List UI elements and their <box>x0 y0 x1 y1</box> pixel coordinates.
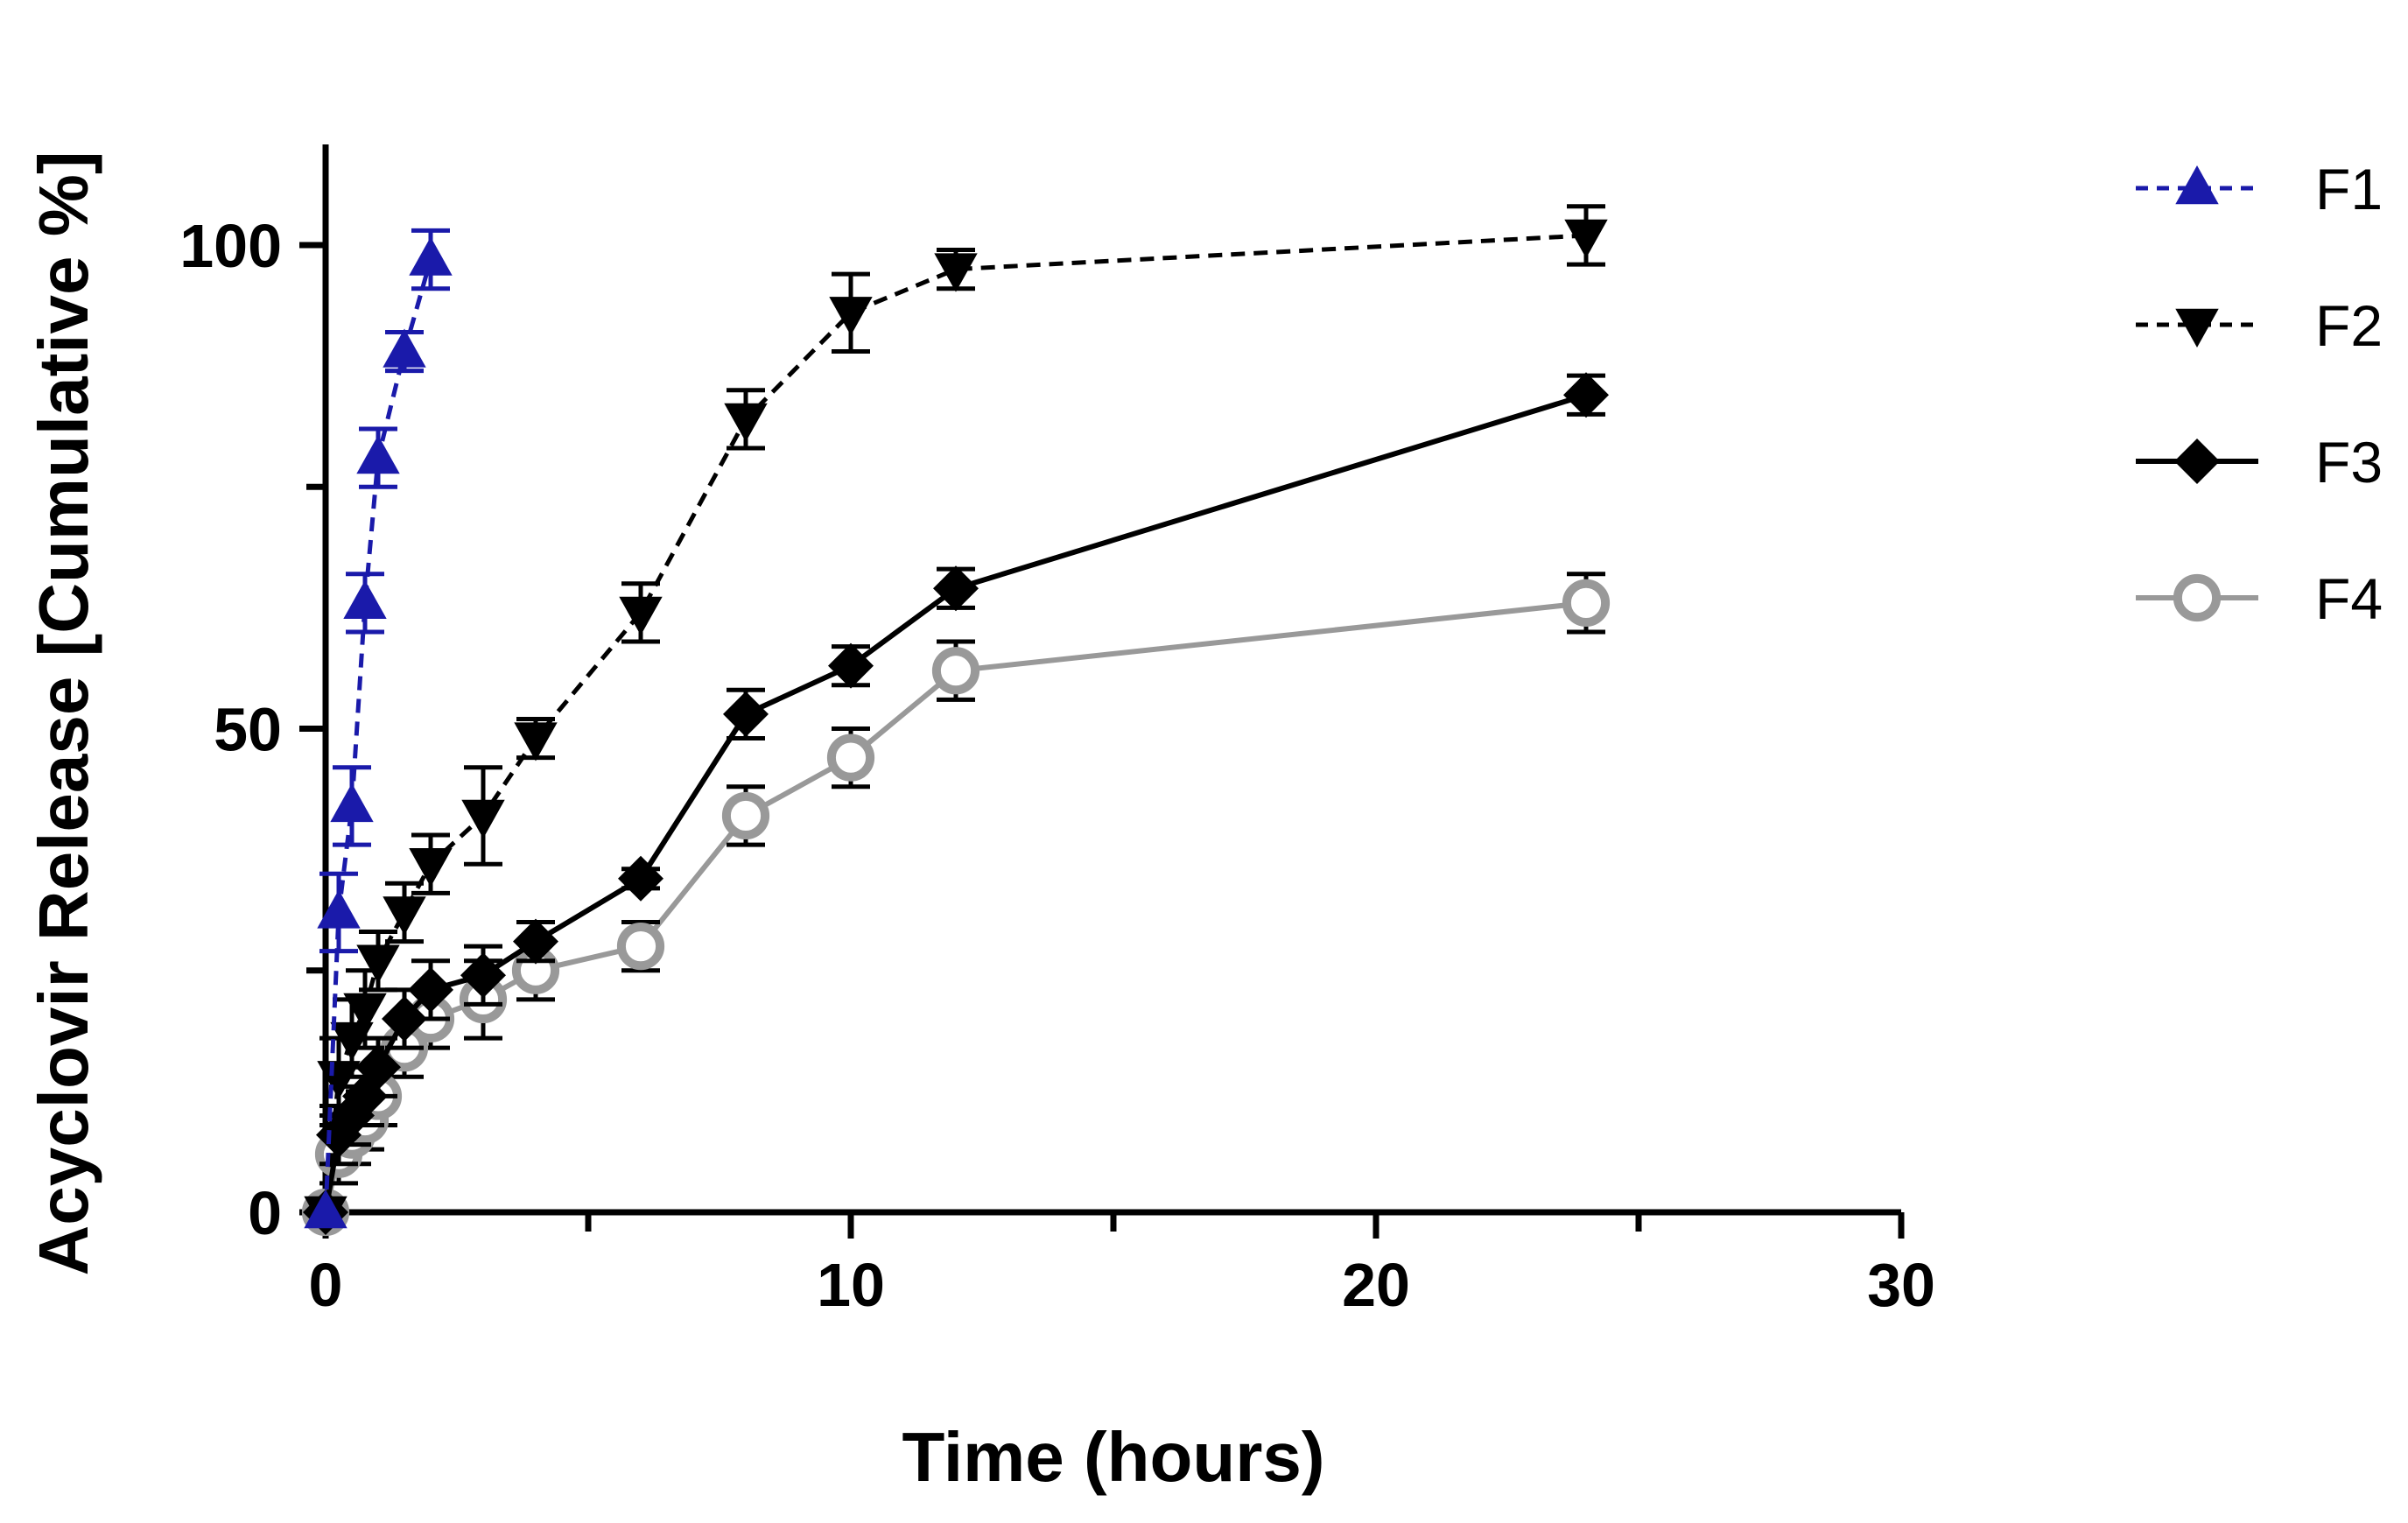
y-tick-label: 50 <box>214 696 282 764</box>
data-point-F4 <box>616 923 665 971</box>
data-point-F4 <box>826 733 875 782</box>
data-point-F2 <box>619 596 663 635</box>
legend-label: F3 <box>2315 430 2383 495</box>
data-point-F1 <box>409 236 453 276</box>
x-tick-label: 20 <box>1342 1251 1410 1319</box>
legend-marker <box>2173 573 2222 622</box>
data-point-F3 <box>513 918 558 965</box>
axes: 0 10 20 30 0 50 100 <box>179 144 1935 1319</box>
data-point-F1 <box>317 889 361 929</box>
data-point-F4 <box>1562 579 1611 627</box>
legend-label: F4 <box>2315 566 2383 631</box>
data-point-F3 <box>408 966 453 1013</box>
data-point-F2 <box>356 944 400 984</box>
x-tick-label: 30 <box>1867 1251 1935 1319</box>
data-point-F1 <box>356 435 400 474</box>
x-tick-label: 0 <box>309 1251 343 1319</box>
x-tick-label: 10 <box>817 1251 885 1319</box>
data-point-F1 <box>304 1190 348 1229</box>
legend-item-F3: F3 <box>2136 430 2383 495</box>
legend-marker <box>2175 308 2219 347</box>
legend-item-F4: F4 <box>2136 566 2383 631</box>
y-tick-label: 100 <box>179 212 282 280</box>
series-F4 <box>301 572 1611 1237</box>
legend-item-F1: F1 <box>2136 157 2383 221</box>
data-point-F3 <box>382 996 427 1042</box>
data-point-F3 <box>723 691 769 737</box>
data-point-F2 <box>343 993 387 1032</box>
series-line-F3 <box>323 392 1587 1213</box>
series-F2 <box>304 204 1608 1235</box>
data-point-F2 <box>409 848 453 888</box>
legend-marker <box>2175 165 2219 205</box>
y-axis-title: Acyclovir Release [Cumulative %] <box>25 151 102 1276</box>
data-point-F2 <box>461 799 505 839</box>
data-point-F2 <box>1564 219 1608 258</box>
data-point-F2 <box>317 1061 361 1100</box>
legend-item-F2: F2 <box>2136 293 2383 358</box>
data-point-F2 <box>330 1021 374 1062</box>
data-point-F2 <box>829 297 873 336</box>
series-F1 <box>304 228 453 1229</box>
data-point-F3 <box>460 952 506 999</box>
legend-label: F2 <box>2315 293 2383 358</box>
data-point-F3 <box>933 565 979 612</box>
data-point-F3 <box>828 642 874 689</box>
x-axis-title: Time (hours) <box>902 1418 1324 1496</box>
data-point-F3 <box>618 855 663 902</box>
legend: F1 F2 F3 F4 <box>2136 157 2383 631</box>
series-line-F2 <box>323 233 1587 1213</box>
series-F3 <box>303 372 1609 1235</box>
data-point-F4 <box>721 791 770 840</box>
y-tick-label: 0 <box>248 1179 282 1247</box>
legend-label: F1 <box>2315 157 2383 221</box>
data-point-F1 <box>330 783 374 823</box>
data-point-F2 <box>383 896 426 936</box>
data-point-F1 <box>383 328 426 368</box>
legend-marker <box>2174 439 2220 484</box>
data-point-F4 <box>931 647 980 695</box>
data-point-F2 <box>724 403 768 442</box>
series-layer <box>301 204 1611 1237</box>
data-point-F1 <box>343 579 387 620</box>
data-point-F2 <box>514 722 558 762</box>
data-point-F2 <box>934 253 978 292</box>
data-point-F3 <box>1563 372 1609 418</box>
